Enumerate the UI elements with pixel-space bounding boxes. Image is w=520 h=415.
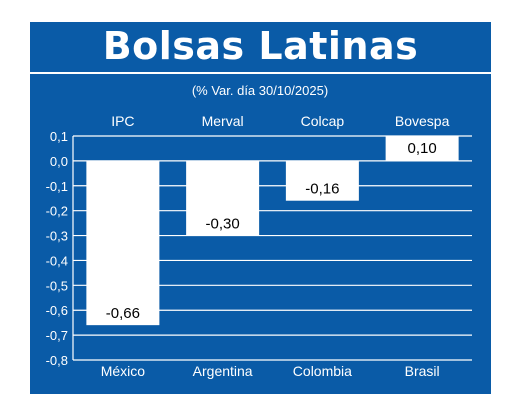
index-name-label: Colcap [301, 113, 345, 129]
bar [285, 160, 359, 201]
data-label: -0,16 [305, 181, 339, 198]
bar [86, 160, 160, 326]
category-label: México [101, 363, 146, 379]
y-tick-label: -0,4 [46, 253, 68, 268]
data-label: -0,66 [106, 305, 140, 322]
data-label: 0,10 [408, 140, 437, 157]
category-label: Colombia [293, 363, 352, 379]
chart-title: Bolsas Latinas [102, 24, 419, 68]
y-tick-label: -0,2 [46, 204, 68, 219]
title-divider [30, 72, 491, 74]
y-tick-label: 0,0 [50, 154, 68, 169]
category-label: Argentina [193, 363, 253, 379]
index-name-label: Merval [202, 113, 244, 129]
title-bar: Bolsas Latinas [30, 22, 491, 70]
bar [186, 160, 260, 236]
data-label: -0,30 [206, 216, 240, 233]
index-name-label: Bovespa [395, 113, 450, 129]
y-tick-label: -0,3 [46, 229, 68, 244]
y-tick-label: 0,1 [50, 129, 68, 144]
chart-subtitle: (% Var. día 30/10/2025) [192, 83, 328, 98]
y-tick-label: -0,6 [46, 303, 68, 318]
y-tick-label: -0,7 [46, 328, 68, 343]
y-tick-label: -0,8 [46, 353, 68, 368]
index-name-label: IPC [111, 113, 134, 129]
y-tick-label: -0,5 [46, 278, 68, 293]
bar [385, 136, 459, 161]
category-label: Brasil [405, 363, 440, 379]
y-tick-label: -0,1 [46, 179, 68, 194]
